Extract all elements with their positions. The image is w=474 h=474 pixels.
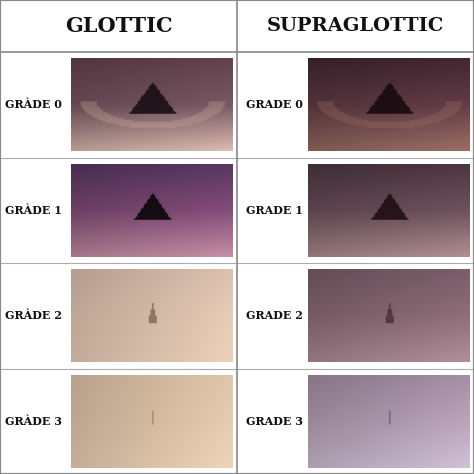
Text: GRADE 0: GRADE 0: [246, 100, 303, 110]
Text: GLOTTIC: GLOTTIC: [64, 16, 173, 36]
Text: GRADE 3: GRADE 3: [246, 416, 303, 427]
Text: GRADE 1: GRADE 1: [246, 205, 303, 216]
Text: SUPRAGLOTTIC: SUPRAGLOTTIC: [267, 17, 444, 35]
Text: GRADE 2: GRADE 2: [246, 310, 303, 321]
Text: GRÀDE 0: GRÀDE 0: [5, 100, 62, 110]
Text: GRÀDE 3: GRÀDE 3: [5, 416, 62, 427]
Text: GRÀDE 1: GRÀDE 1: [5, 205, 62, 216]
Text: GRÀDE 2: GRÀDE 2: [5, 310, 62, 321]
